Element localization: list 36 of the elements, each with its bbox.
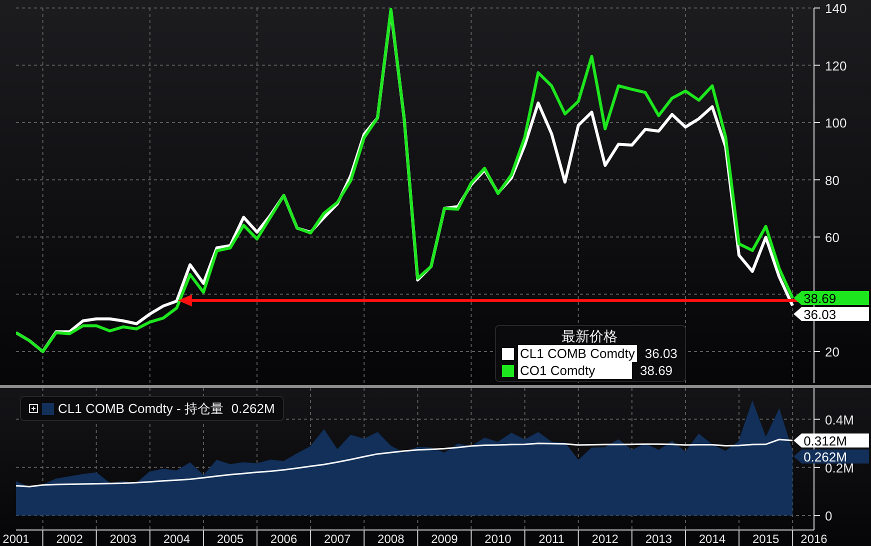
x-tick-label: 2004 (163, 532, 190, 546)
y-tick-label: 0.4M (825, 412, 854, 428)
x-tick-label: 2001 (2, 532, 30, 546)
y-tick-label: 140 (825, 1, 847, 16)
y-tick-label: 20 (825, 344, 840, 360)
y-tick-label: 100 (825, 116, 847, 131)
x-tick-label: 2005 (216, 532, 244, 546)
x-tick-label: 2014 (698, 532, 726, 546)
y-tick-label: 0 (825, 508, 832, 524)
x-tick-label: 2006 (270, 532, 298, 546)
y-tick-label: 120 (825, 58, 847, 74)
x-tick-label: 2003 (110, 532, 137, 546)
x-tick-label: 2011 (538, 532, 565, 546)
data-label: 38.69 (804, 291, 836, 306)
x-tick-label: 2012 (592, 532, 619, 546)
x-tick-label: 2016 (800, 532, 828, 546)
x-tick-label: 2009 (431, 532, 458, 546)
y-tick-label: 60 (825, 230, 840, 246)
y-tick-label: 80 (825, 172, 840, 188)
x-tick-label: 2010 (484, 532, 512, 546)
x-tick-label: 2008 (378, 532, 405, 546)
text: 0.262M (231, 401, 275, 416)
text: 38.69 (640, 363, 673, 378)
line-series (16, 438, 794, 488)
data-label: 36.03 (804, 307, 836, 322)
legend-label: CL1 COMB Comdty (518, 345, 637, 362)
x-tick-label: 2015 (752, 532, 780, 546)
text: 36.03 (644, 346, 678, 361)
data-label: 0.312M (804, 433, 847, 448)
x-tick-label: 2013 (645, 532, 672, 546)
x-tick-label: 2007 (324, 532, 352, 546)
legend-title: 最新价格 (560, 328, 619, 345)
legend-label: CO1 Comdty (518, 362, 632, 379)
x-tick-label: 2002 (56, 532, 84, 546)
data-label: 0.262M (804, 449, 847, 464)
legend-label: CL1 COMB Comdty - 持仓量 (58, 400, 224, 417)
